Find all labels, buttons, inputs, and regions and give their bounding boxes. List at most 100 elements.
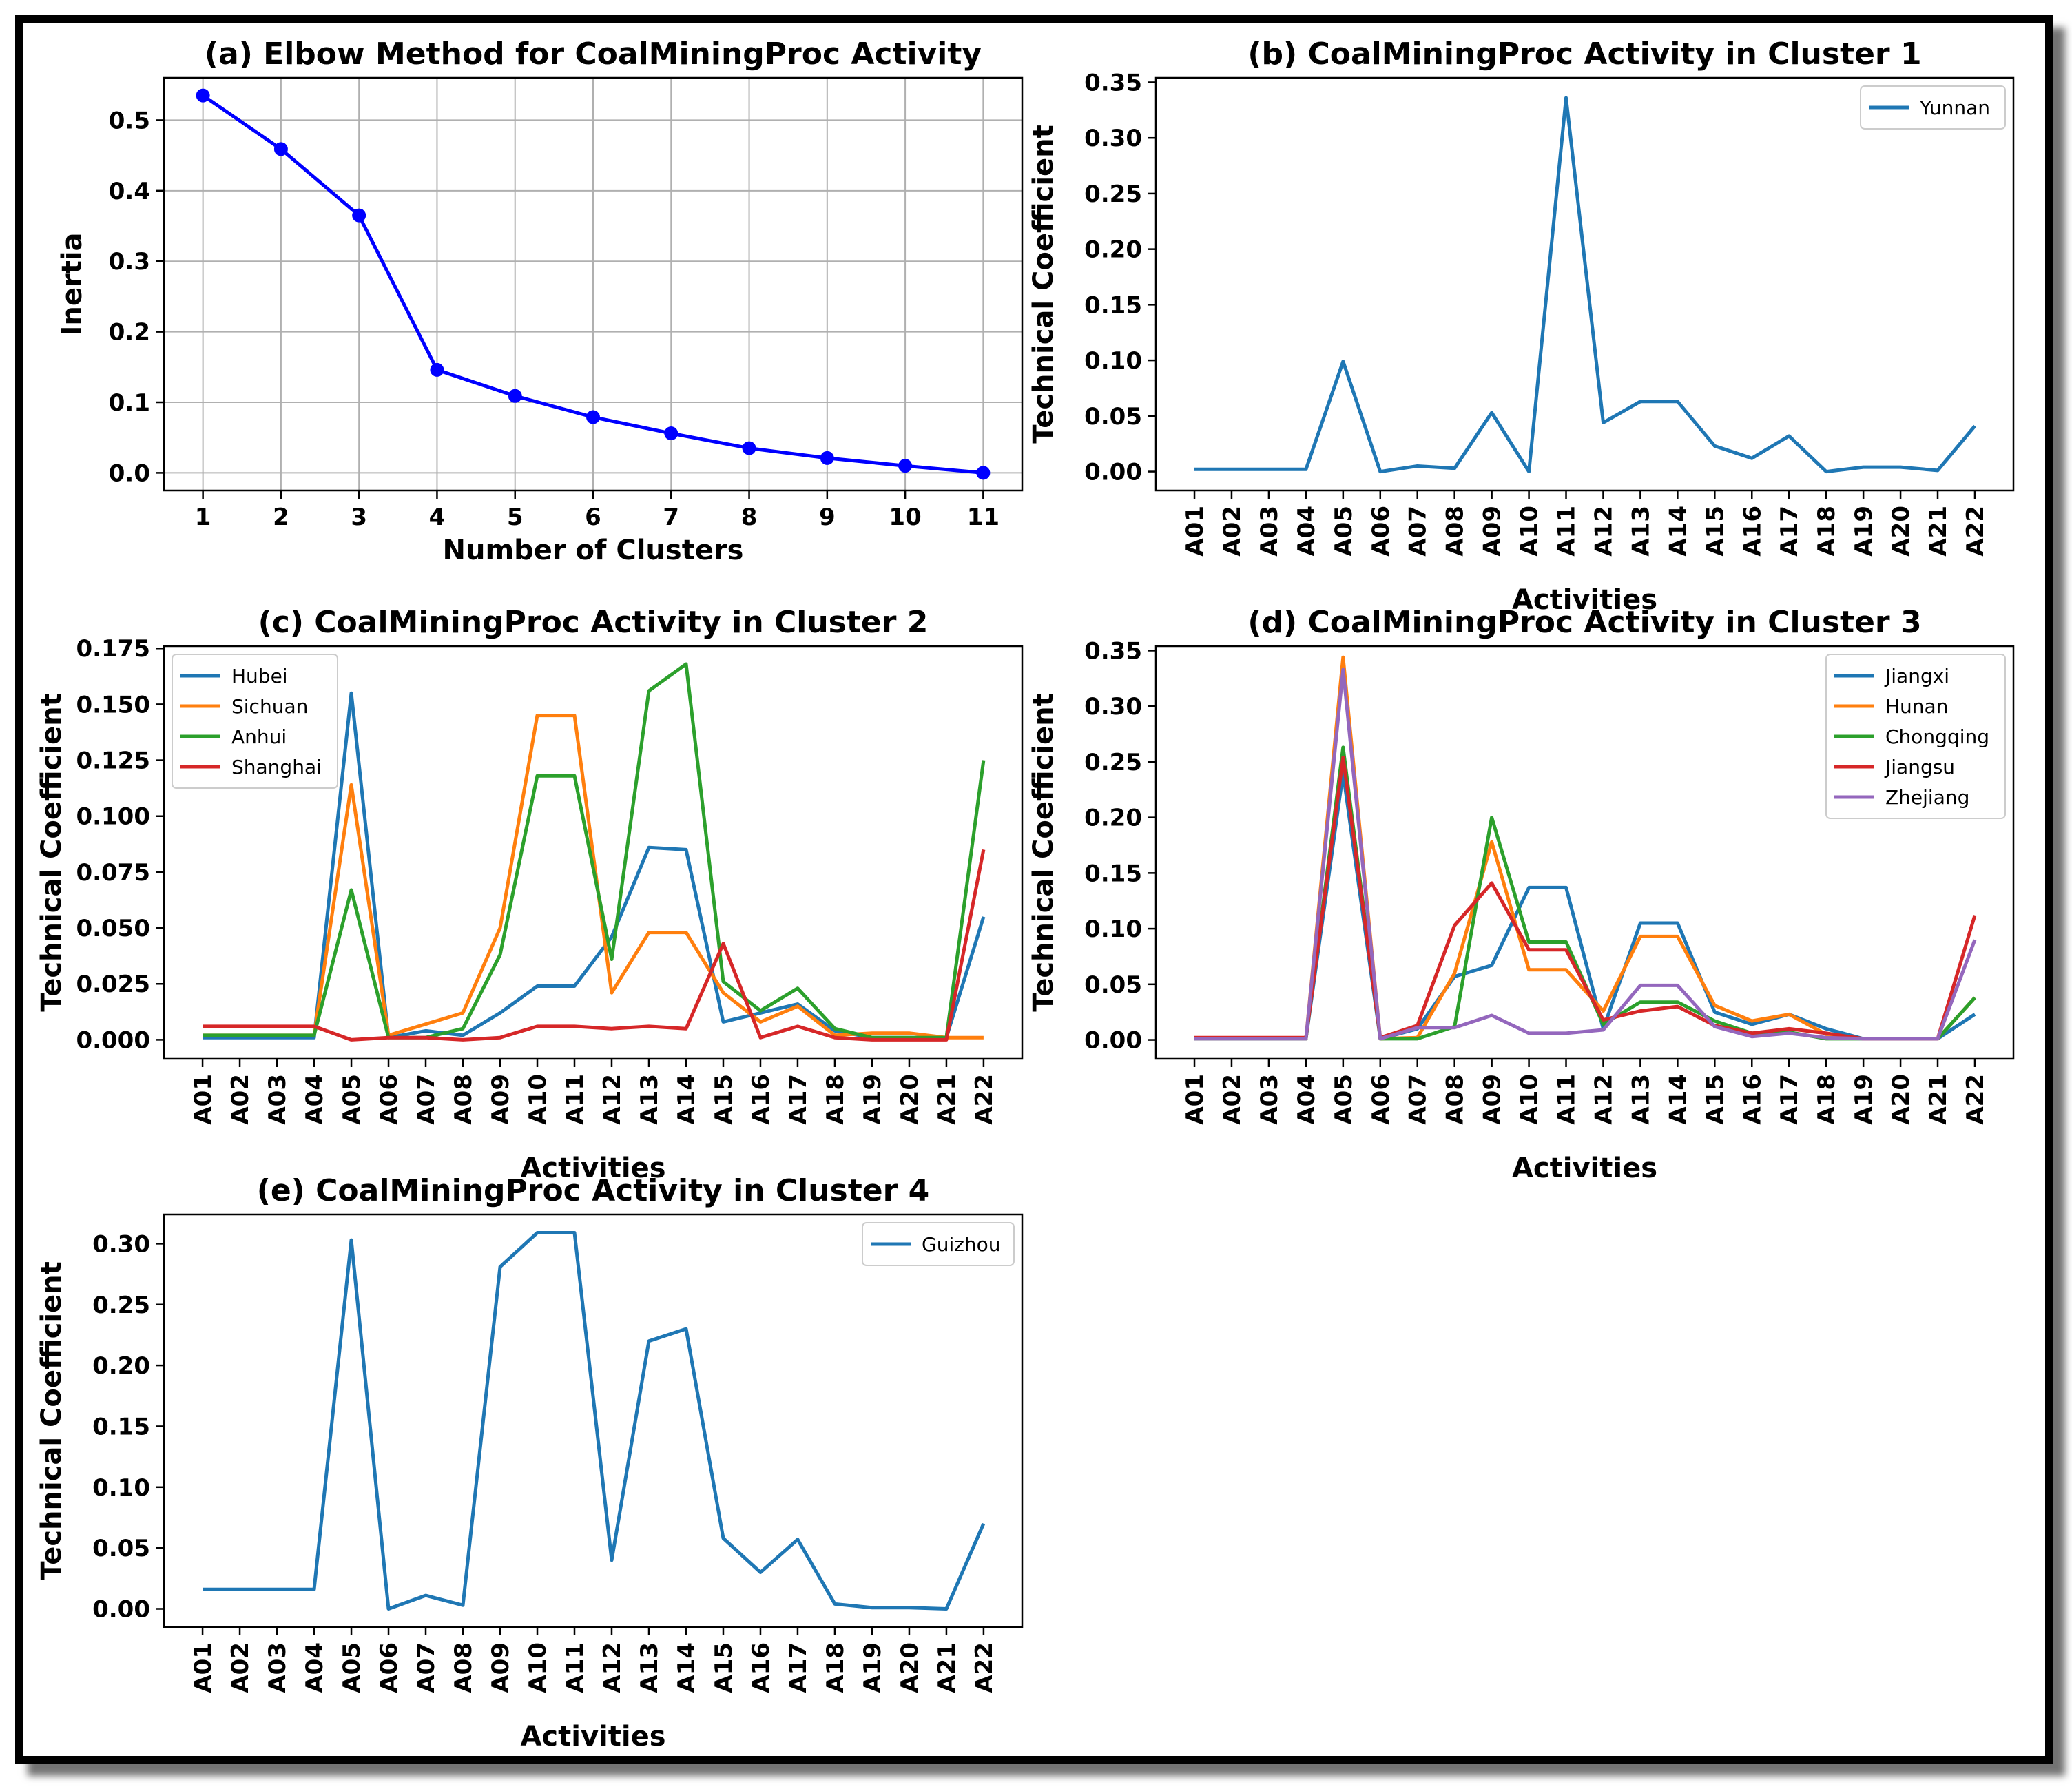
ytick-label: 0.35 (1084, 69, 1142, 96)
xtick-label: A17 (1776, 506, 1803, 557)
xtick-label: A14 (673, 1642, 701, 1693)
legend-label-hunan: Hunan (1885, 695, 1948, 718)
xtick-label: A20 (1887, 1074, 1915, 1125)
ytick-label: 0.00 (1084, 459, 1142, 486)
xtick-label: A18 (822, 1074, 849, 1125)
legend-label-sichuan: Sichuan (231, 695, 308, 718)
xtick-label: 7 (663, 504, 679, 531)
xtick-label: A10 (1516, 1074, 1544, 1125)
y-axis-label: Inertia (56, 232, 88, 335)
y-axis-label: Technical Coefficient (1028, 693, 1059, 1012)
ytick-label: 0.3 (109, 248, 150, 276)
data-point (430, 362, 444, 377)
ytick-label: 0.0 (109, 459, 150, 487)
xtick-label: A16 (747, 1642, 775, 1693)
series-line-shanghai (203, 849, 986, 1042)
x-axis-label: Activities (520, 1152, 665, 1184)
data-point (742, 441, 756, 455)
xtick-label: A07 (1405, 1074, 1432, 1125)
xtick-label: A19 (859, 1642, 887, 1693)
xtick-label: 1 (195, 504, 211, 531)
panel-a: 0.0 0.1 0.2 0.3 0.4 0.5 1 2 3 4 5 6 7 8 9 10 11 (a) Elbow… (56, 37, 1024, 566)
xtick-label: A02 (1219, 1074, 1246, 1125)
xtick-label: A02 (1219, 506, 1246, 557)
panel-title: (b) CoalMiningProc Activity in Cluster 1 (1247, 37, 1921, 72)
legend: Guizhou (862, 1222, 1015, 1266)
xtick-label: A21 (933, 1642, 961, 1693)
xtick-label: A08 (1442, 1074, 1469, 1125)
panel-title: (a) Elbow Method for CoalMiningProc Acti… (205, 37, 982, 72)
y-axis-label: Technical Coefficient (36, 1261, 68, 1580)
ytick-label: 0.30 (1084, 125, 1142, 152)
legend-label-jiangxi: Jiangxi (1884, 665, 1949, 687)
xtick-label: A11 (561, 1074, 589, 1125)
xtick-label: A13 (1627, 1074, 1655, 1125)
legend-box (1860, 85, 2006, 130)
xtick-label: A06 (375, 1074, 403, 1125)
xtick-label: A22 (1962, 1074, 1989, 1125)
figure-frame (15, 15, 2053, 1764)
panel-e: 0.00 0.05 0.10 0.15 0.20 0.25 0.30 A01 A02 A03 A04… (36, 1173, 1024, 1752)
xtick-label: A13 (636, 1642, 663, 1693)
xtick-label: A20 (896, 1074, 924, 1125)
data-point (586, 410, 600, 424)
xtick-label: 6 (585, 504, 601, 531)
xtick-label: A01 (1181, 1074, 1209, 1125)
panel-d: 0.00 0.05 0.10 0.15 0.20 0.25 0.30 0.35 A01 A02 A0… (1028, 605, 2015, 1184)
xtick-label: 8 (741, 504, 758, 531)
panel-title: (c) CoalMiningProc Activity in Cluster 2 (258, 605, 929, 640)
xtick-label: A01 (1181, 506, 1209, 557)
ytick-label: 0.4 (109, 178, 150, 205)
xtick-label: A07 (1405, 506, 1432, 557)
xtick-label: A12 (1590, 506, 1617, 557)
axes-frame (163, 1213, 1024, 1628)
series-line-yunnan (1194, 96, 1976, 474)
data-point (196, 88, 210, 103)
data-point (898, 459, 913, 473)
legend-label-yunnan: Yunnan (1919, 96, 1990, 119)
xtick-label: A09 (487, 1074, 515, 1125)
xtick-label: A21 (933, 1074, 961, 1125)
xtick-label: A21 (1925, 1074, 1952, 1125)
xtick-label: A15 (710, 1074, 738, 1125)
ytick-label: 0.025 (76, 971, 150, 998)
xtick-label: A18 (822, 1642, 849, 1693)
xtick-label: A04 (301, 1074, 329, 1125)
xtick-label: A05 (1330, 506, 1358, 557)
ytick-label: 0.05 (92, 1535, 150, 1562)
legend: Yunnan (1860, 85, 2006, 130)
xtick-label: A06 (375, 1642, 403, 1693)
xtick-label: A08 (1442, 506, 1469, 557)
xtick-label: A10 (524, 1074, 552, 1125)
ytick-label: 0.15 (92, 1413, 150, 1440)
xtick-label: 9 (819, 504, 836, 531)
ytick-label: 0.000 (76, 1026, 150, 1054)
ytick-label: 0.30 (1084, 693, 1142, 721)
xtick-label: A17 (1776, 1074, 1803, 1125)
xtick-label: A03 (1256, 506, 1283, 557)
xtick-label: A07 (413, 1642, 440, 1693)
ytick-label: 0.050 (76, 915, 150, 942)
xtick-label: A19 (859, 1074, 887, 1125)
ytick-label: 0.150 (76, 691, 150, 718)
xtick-label: A02 (227, 1074, 254, 1125)
ytick-label: 0.05 (1084, 971, 1142, 999)
ytick-label: 0.25 (1084, 180, 1142, 208)
legend-label-shanghai: Shanghai (231, 756, 322, 778)
legend: Hubei Sichuan Anhui Shanghai (172, 654, 338, 789)
ytick-label: 0.25 (1084, 749, 1142, 776)
panel-title: (d) CoalMiningProc Activity in Cluster 3 (1247, 605, 1921, 640)
xtick-label: A16 (1739, 506, 1766, 557)
ytick-label: 0.100 (76, 803, 150, 831)
axes-frame (1154, 76, 2015, 492)
xtick-label: A14 (673, 1074, 701, 1125)
y-axis-label: Technical Coefficient (36, 693, 68, 1012)
xtick-label: A18 (1813, 506, 1841, 557)
xtick-label: A18 (1813, 1074, 1841, 1125)
xtick-label: A19 (1850, 1074, 1878, 1125)
series-line-zhejiang (1194, 668, 1977, 1041)
legend-box (862, 1222, 1015, 1266)
ytick-label: 0.15 (1084, 291, 1142, 319)
series-line-guizhou (203, 1231, 986, 1611)
legend: Jiangxi Hunan Chongqing Jiangsu Zhejiang (1825, 654, 2006, 819)
